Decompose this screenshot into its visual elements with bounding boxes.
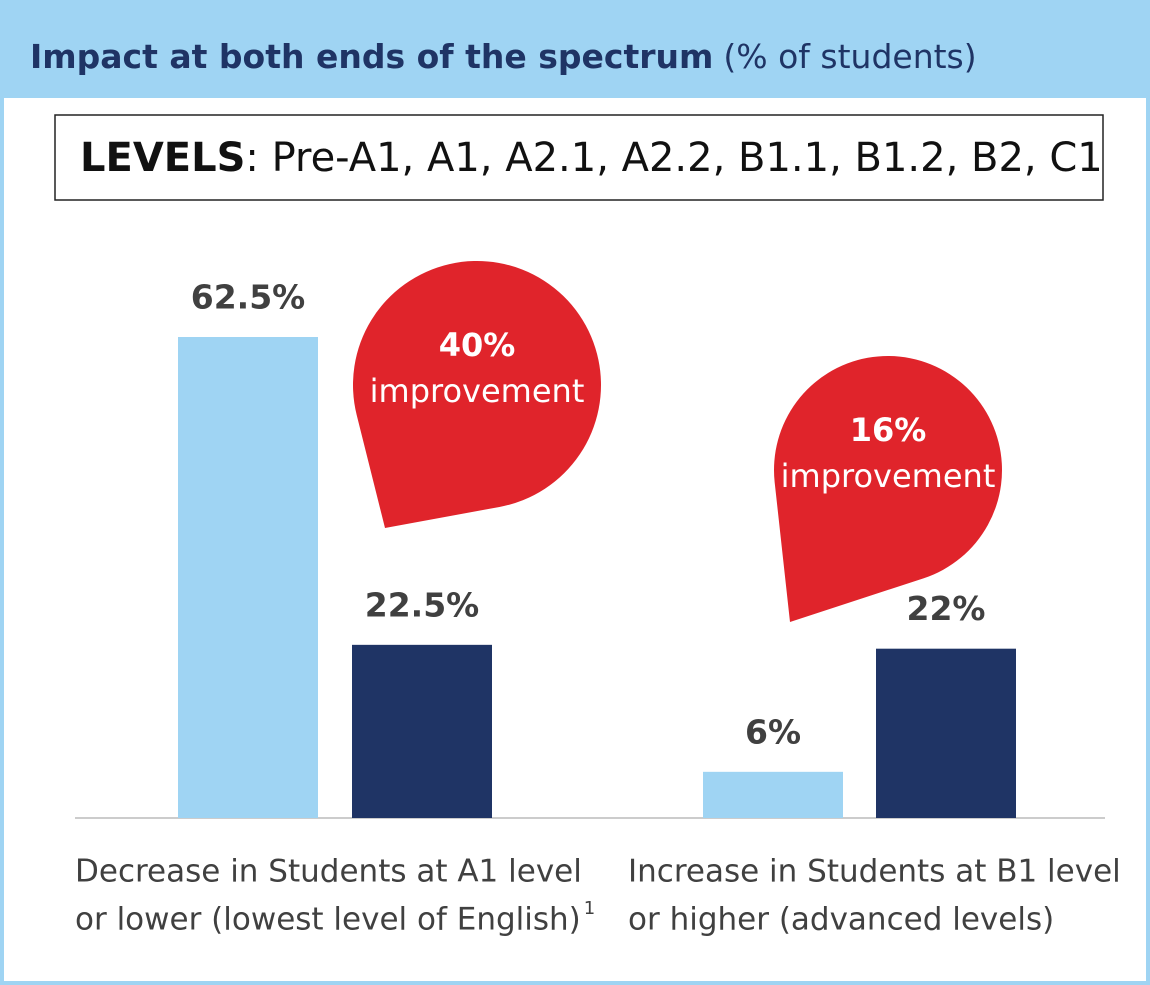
callout-text: improvement (781, 457, 996, 495)
chart-subtitle: (% of students) (723, 37, 976, 76)
callout-value: 16% (850, 411, 927, 449)
x-tick-label: or lower (lowest level of English) 1 (75, 898, 595, 938)
levels-label: LEVELS (80, 135, 245, 181)
callout-bubble (774, 356, 1002, 622)
callout-bubble (353, 260, 601, 528)
bar (703, 771, 843, 818)
title-group: Impact at both ends of the spectrum (% of… (30, 37, 977, 76)
chart-title: Impact at both ends of the spectrum (30, 37, 713, 76)
levels-text: : Pre-A1, A1, A2.1, A2.2, B1.1, B1.2, B2… (245, 135, 1102, 181)
x-tick-label: Increase in Students at B1 level (628, 854, 1121, 890)
levels-group: LEVELS: Pre-A1, A1, A2.1, A2.2, B1.1, B1… (80, 135, 1103, 181)
bar (352, 644, 492, 818)
header-band (2, 2, 1148, 98)
x-tick-label: Decrease in Students at A1 level (75, 854, 582, 890)
data-label: 22.5% (365, 585, 480, 624)
data-label: 6% (745, 712, 801, 751)
data-label: 22% (907, 589, 986, 628)
data-label: 62.5% (191, 278, 306, 317)
x-tick-label: or higher (advanced levels) (628, 902, 1054, 938)
callout-value: 40% (439, 326, 516, 364)
footnote-mark: 1 (584, 898, 595, 919)
bar (178, 337, 318, 818)
levels-box (54, 114, 1104, 201)
bar (876, 648, 1016, 818)
callout-text: improvement (370, 372, 585, 410)
